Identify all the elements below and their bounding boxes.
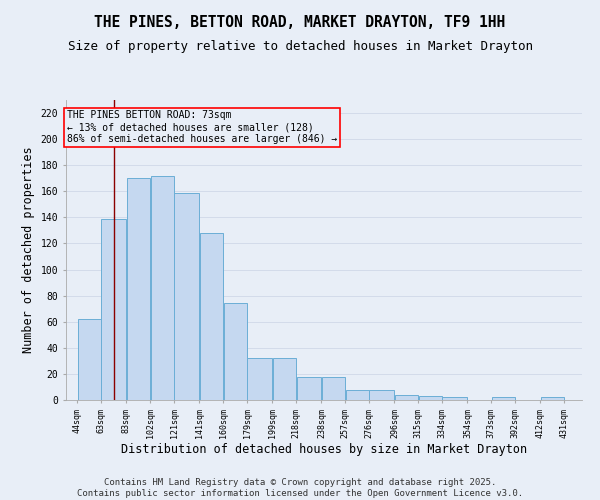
Bar	[272, 358, 296, 400]
Bar	[370, 390, 394, 400]
Text: THE PINES BETTON ROAD: 73sqm
← 13% of detached houses are smaller (128)
86% of s: THE PINES BETTON ROAD: 73sqm ← 13% of de…	[67, 110, 338, 144]
Bar	[101, 218, 126, 400]
Bar	[224, 304, 247, 400]
Bar	[419, 396, 442, 400]
Bar	[346, 390, 369, 400]
Bar	[175, 192, 199, 400]
Bar	[322, 376, 345, 400]
X-axis label: Distribution of detached houses by size in Market Drayton: Distribution of detached houses by size …	[121, 443, 527, 456]
Bar	[151, 176, 174, 400]
Text: Contains HM Land Registry data © Crown copyright and database right 2025.
Contai: Contains HM Land Registry data © Crown c…	[77, 478, 523, 498]
Text: Size of property relative to detached houses in Market Drayton: Size of property relative to detached ho…	[67, 40, 533, 53]
Bar	[247, 358, 272, 400]
Bar	[296, 376, 321, 400]
Bar	[395, 395, 418, 400]
Bar	[200, 233, 223, 400]
Y-axis label: Number of detached properties: Number of detached properties	[22, 146, 35, 354]
Bar	[77, 319, 101, 400]
Bar	[491, 398, 515, 400]
Bar	[541, 398, 564, 400]
Bar	[442, 398, 467, 400]
Text: THE PINES, BETTON ROAD, MARKET DRAYTON, TF9 1HH: THE PINES, BETTON ROAD, MARKET DRAYTON, …	[94, 15, 506, 30]
Bar	[127, 178, 150, 400]
